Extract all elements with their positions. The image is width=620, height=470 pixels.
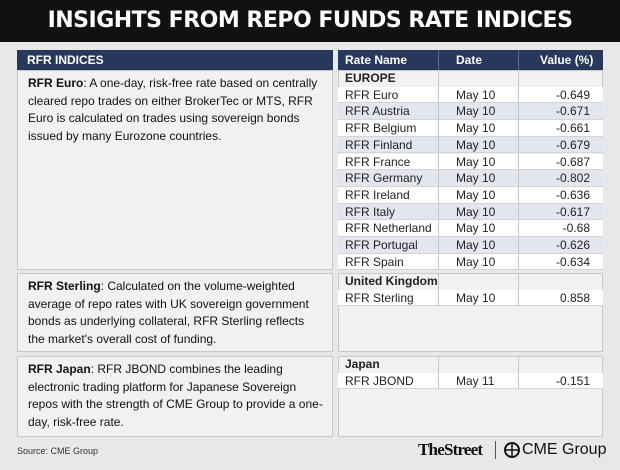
date: May 10: [456, 204, 496, 219]
column-divider: [518, 50, 519, 70]
table-row: [338, 237, 603, 254]
rate-name: RFR Germany: [345, 171, 423, 186]
table-row: [338, 186, 603, 204]
left-heading: RFR INDICES: [17, 50, 333, 70]
description-text: : A one-day, risk-free rate based on cen…: [28, 76, 318, 143]
table-row: [338, 253, 603, 271]
rate-name: RFR Austria: [345, 104, 410, 119]
value: -0.687: [555, 154, 590, 169]
value: -0.617: [555, 204, 590, 219]
rate-name: RFR Netherland: [345, 221, 432, 236]
rate-name: RFR Sterling: [28, 279, 101, 293]
date: May 10: [456, 254, 496, 269]
partner-logo: CME Group: [522, 441, 607, 458]
column-header: Date: [456, 53, 483, 67]
table-row: [338, 372, 603, 390]
date: May 10: [456, 154, 496, 169]
divider: [495, 441, 496, 459]
description-text: : RFR JBOND combines the leading electro…: [28, 362, 323, 429]
table-row: [338, 120, 603, 137]
description: RFR Japan: RFR JBOND combines the leadin…: [17, 356, 333, 437]
date: May 10: [456, 238, 496, 252]
table-row: [338, 103, 603, 121]
value: -0.671: [555, 104, 590, 119]
date: May 10: [456, 171, 496, 186]
description: RFR Euro: A one-day, risk-free rate base…: [17, 70, 333, 270]
date: May 10: [456, 187, 496, 202]
date: May 11: [456, 373, 495, 388]
description: RFR Sterling: Calculated on the volume-w…: [17, 273, 333, 352]
column-divider: [518, 356, 519, 390]
rate-name: RFR Spain: [345, 254, 404, 269]
group-label: EUROPE: [345, 71, 396, 85]
column-divider: [438, 356, 439, 390]
date: May 10: [456, 137, 496, 152]
column-divider: [438, 273, 439, 307]
table-row: [338, 170, 603, 187]
value: -0.151: [555, 373, 590, 388]
column-divider: [518, 70, 519, 271]
group-label: Japan: [345, 357, 380, 371]
value: -0.661: [555, 121, 590, 136]
rate-name: RFR JBOND: [345, 373, 414, 388]
value: -0.626: [555, 238, 590, 252]
value: 0.858: [559, 290, 590, 305]
group-block: [338, 273, 603, 352]
date: May 10: [456, 121, 496, 136]
value: -0.636: [555, 187, 590, 202]
source: Source: CME Group: [17, 446, 99, 456]
column-header: Value (%): [540, 53, 594, 67]
rate-name: RFR Euro: [345, 87, 399, 102]
rate-name: RFR Ireland: [345, 187, 410, 202]
rate-name: RFR Sterling: [345, 290, 414, 305]
rate-name: RFR Belgium: [345, 121, 417, 136]
rate-name: RFR France: [345, 154, 411, 169]
table-row: [338, 86, 603, 104]
value: -0.634: [555, 254, 590, 269]
title: INSIGHTS FROM REPO FUNDS RATE INDICES: [0, 0, 620, 42]
group-block: [338, 356, 603, 437]
value: -0.68: [562, 221, 590, 236]
column-header: Rate Name: [345, 53, 408, 67]
table-row: [338, 220, 603, 237]
date: May 10: [456, 290, 496, 305]
column-divider: [518, 273, 519, 307]
rate-name: RFR Euro: [28, 76, 84, 90]
rate-name: RFR Finland: [345, 137, 413, 152]
date: May 10: [456, 104, 496, 119]
column-divider: [438, 50, 439, 70]
group-label: United Kingdom: [345, 274, 438, 288]
table-row: [338, 153, 603, 171]
value: -0.649: [555, 87, 590, 102]
date: May 10: [456, 221, 496, 236]
brand-logo: TheStreet: [418, 440, 483, 459]
column-divider: [438, 70, 439, 271]
rate-name: RFR Japan: [28, 362, 91, 376]
value: -0.679: [555, 137, 590, 152]
table-header: [338, 50, 603, 70]
rate-name: RFR Portugal: [345, 238, 418, 252]
cme-icon: [504, 442, 520, 458]
table-row: [338, 289, 603, 307]
table-row: [338, 136, 603, 154]
date: May 10: [456, 87, 496, 102]
value: -0.802: [555, 171, 590, 186]
rate-name: RFR Italy: [345, 204, 396, 219]
table-row: [338, 203, 603, 221]
description-text: : Calculated on the volume-weighted aver…: [28, 279, 309, 346]
